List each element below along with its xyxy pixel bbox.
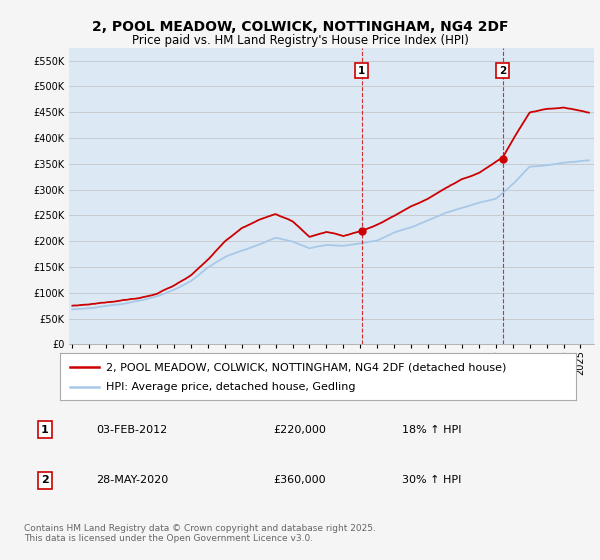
Text: Price paid vs. HM Land Registry's House Price Index (HPI): Price paid vs. HM Land Registry's House … <box>131 34 469 46</box>
Text: 2, POOL MEADOW, COLWICK, NOTTINGHAM, NG4 2DF: 2, POOL MEADOW, COLWICK, NOTTINGHAM, NG4… <box>92 20 508 34</box>
Text: £360,000: £360,000 <box>274 475 326 485</box>
Text: 2: 2 <box>41 475 49 485</box>
Text: 18% ↑ HPI: 18% ↑ HPI <box>402 425 462 435</box>
Text: 1: 1 <box>41 425 49 435</box>
Text: 2: 2 <box>499 66 506 76</box>
Text: HPI: Average price, detached house, Gedling: HPI: Average price, detached house, Gedl… <box>106 382 356 392</box>
Text: £220,000: £220,000 <box>274 425 326 435</box>
Text: 1: 1 <box>358 66 365 76</box>
Text: 30% ↑ HPI: 30% ↑ HPI <box>403 475 461 485</box>
Text: 03-FEB-2012: 03-FEB-2012 <box>97 425 167 435</box>
Text: 28-MAY-2020: 28-MAY-2020 <box>96 475 168 485</box>
Text: Contains HM Land Registry data © Crown copyright and database right 2025.
This d: Contains HM Land Registry data © Crown c… <box>24 524 376 543</box>
Text: 2, POOL MEADOW, COLWICK, NOTTINGHAM, NG4 2DF (detached house): 2, POOL MEADOW, COLWICK, NOTTINGHAM, NG4… <box>106 362 507 372</box>
